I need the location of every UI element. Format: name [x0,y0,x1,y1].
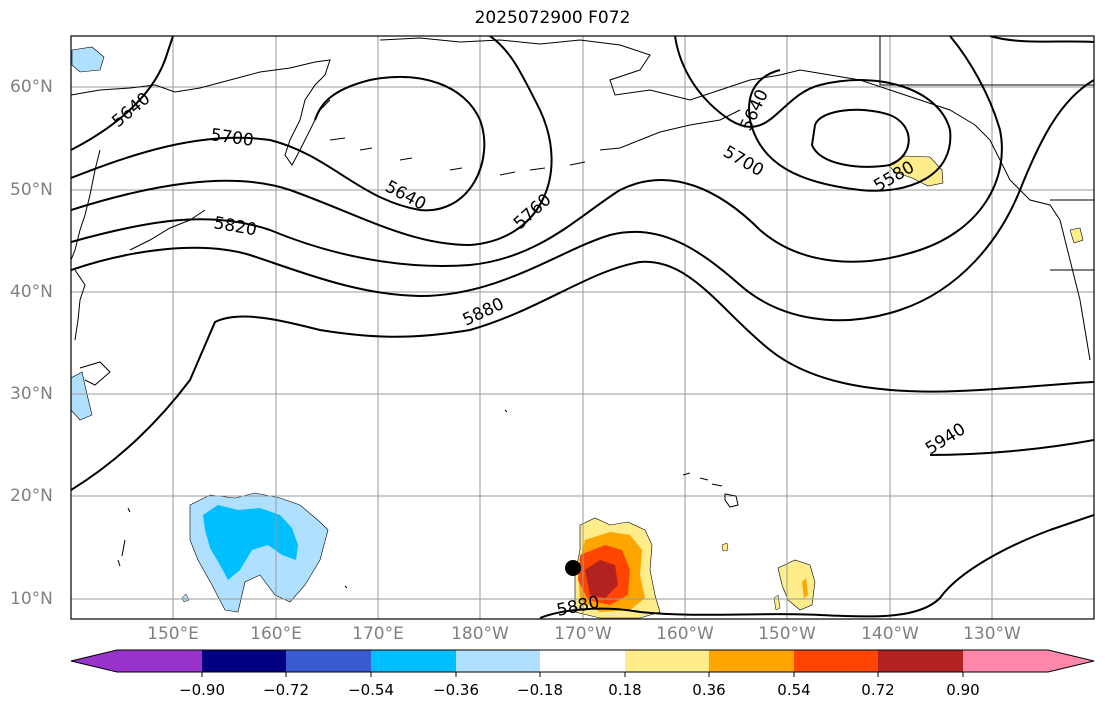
contour-label: 5640 [736,86,772,134]
lon-label: 160°E [250,624,302,644]
contour-label: 5700 [209,125,255,151]
height-contours [71,36,1094,619]
colorbar-tick-label: 0.72 [861,681,895,699]
colorbar-segment [794,650,878,672]
colorbar-segment [878,650,963,672]
colorbar-tick-label: 0.90 [946,681,980,699]
contour-label: 5640 [108,89,154,132]
lon-label: 130°W [963,624,1021,644]
colorbar-segment [71,650,117,672]
colorbar [70,649,1095,677]
colorbar-tick-label: −0.54 [348,681,394,699]
contour-label: 5700 [720,142,767,181]
colorbar-segment [286,650,371,672]
lat-label: 10°N [10,589,53,609]
lat-label: 40°N [10,282,53,302]
colorbar-tick-label: −0.36 [433,681,479,699]
map-frame [70,35,1095,620]
colorbar-tick-label: −0.72 [263,681,309,699]
lon-label: 150°W [758,624,816,644]
colorbar-tick-label: −0.18 [517,681,563,699]
storm-center-marker [565,560,581,576]
colorbar-tick-label: 0.36 [692,681,726,699]
contour-label: 5760 [510,190,556,234]
contour-label: 5640 [382,177,430,215]
colorbar-tick-label: 0.18 [608,681,642,699]
colorbar-segment [117,650,202,672]
map-plot-area: 5640 5700 5640 5760 5700 5640 5580 5820 … [71,36,1094,619]
lat-label: 20°N [10,486,53,506]
coastlines [71,36,1094,589]
positive-anomaly-shading [574,155,1084,619]
colorbar-tick-label: −0.90 [179,681,225,699]
colorbar-segment [709,650,794,672]
colorbar-segment [202,650,286,672]
contour-label: 5940 [922,419,969,459]
lon-label: 160°W [656,624,714,644]
lat-label: 30°N [10,384,53,404]
gridlines [71,36,1094,619]
map-title: 2025072900 F072 [474,8,631,28]
lon-label: 140°W [861,624,919,644]
lat-label: 60°N [10,77,53,97]
colorbar-segment [540,650,625,672]
colorbar-segment [456,650,540,672]
negative-anomaly-shading [71,46,329,613]
lon-label: 170°W [554,624,612,644]
colorbar-segment [371,650,456,672]
colorbar-segment [625,650,709,672]
lon-label: 180°W [451,624,509,644]
lon-label: 150°E [147,624,199,644]
lon-label: 170°E [352,624,404,644]
colorbar-tick-label: 0.54 [777,681,811,699]
colorbar-segment [1048,650,1094,672]
lat-label: 50°N [10,180,53,200]
colorbar-segment [963,650,1048,672]
contour-label: 5820 [212,213,258,240]
